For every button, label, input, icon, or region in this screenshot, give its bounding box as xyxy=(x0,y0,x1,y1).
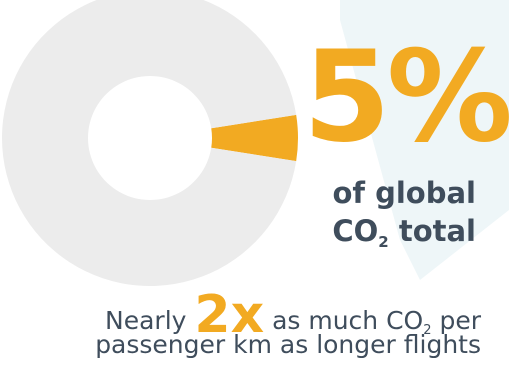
headline-line-1: of global xyxy=(332,176,476,210)
caption-emphasis: 2x xyxy=(194,285,265,345)
total-suffix: total xyxy=(388,214,476,248)
co2-subscript: 2 xyxy=(378,233,389,251)
caption-subscript: 2 xyxy=(423,323,432,338)
caption-middle: as much CO xyxy=(264,306,424,335)
donut-slices xyxy=(2,0,299,286)
headline-percent: 5% xyxy=(303,23,509,170)
caption-prefix: Nearly xyxy=(105,306,195,335)
donut-slice-remainder xyxy=(2,0,297,286)
caption-line-1: Nearly 2x as much CO2 per xyxy=(105,289,481,348)
donut-slice-highlight xyxy=(211,114,299,162)
headline-line-2: CO2 total xyxy=(332,214,476,251)
caption-suffix: per xyxy=(431,306,481,335)
caption-line-2: passenger km as longer flights xyxy=(95,330,481,359)
background-shape xyxy=(340,0,509,280)
co2-prefix: CO xyxy=(332,214,379,248)
